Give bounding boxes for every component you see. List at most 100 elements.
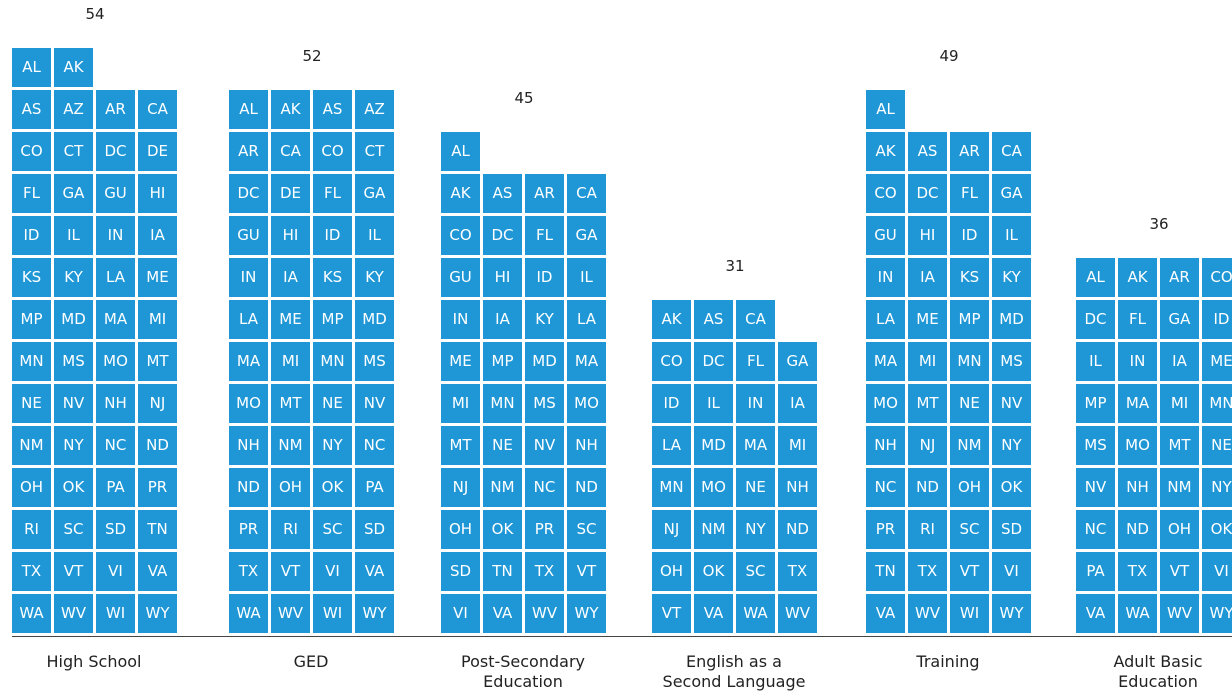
state-cell: NH bbox=[778, 468, 817, 507]
state-cell: AL bbox=[229, 90, 268, 129]
state-cell: TN bbox=[483, 552, 522, 591]
state-cell: MN bbox=[313, 342, 352, 381]
state-cell: OK bbox=[483, 510, 522, 549]
state-cell: MA bbox=[96, 300, 135, 339]
state-cell: WV bbox=[1160, 594, 1199, 633]
state-cell: KY bbox=[525, 300, 564, 339]
state-cell: MD bbox=[355, 300, 394, 339]
state-cell: AK bbox=[652, 300, 691, 339]
state-cell: NE bbox=[736, 468, 775, 507]
state-cell: PA bbox=[355, 468, 394, 507]
state-cell: MS bbox=[1076, 426, 1115, 465]
state-cell: NY bbox=[313, 426, 352, 465]
state-cell: WA bbox=[1118, 594, 1157, 633]
state-cell: MO bbox=[567, 384, 606, 423]
state-cell: CO bbox=[12, 132, 51, 171]
state-cell: HI bbox=[271, 216, 310, 255]
state-cell: PA bbox=[96, 468, 135, 507]
state-cell: RI bbox=[908, 510, 947, 549]
state-cell: ND bbox=[778, 510, 817, 549]
state-cell: VA bbox=[138, 552, 177, 591]
state-cell: AS bbox=[483, 174, 522, 213]
state-cell: IN bbox=[441, 300, 480, 339]
state-cell: MA bbox=[567, 342, 606, 381]
state-cell: KY bbox=[992, 258, 1031, 297]
state-cell: NJ bbox=[138, 384, 177, 423]
state-cell: DC bbox=[908, 174, 947, 213]
state-cell: HI bbox=[908, 216, 947, 255]
state-cell: PR bbox=[138, 468, 177, 507]
state-cell: NE bbox=[12, 384, 51, 423]
state-cell: IL bbox=[694, 384, 733, 423]
state-cell: MA bbox=[736, 426, 775, 465]
state-cell: AS bbox=[694, 300, 733, 339]
state-cell: LA bbox=[229, 300, 268, 339]
state-cell: SC bbox=[567, 510, 606, 549]
state-cell: MD bbox=[525, 342, 564, 381]
state-cell: LA bbox=[96, 258, 135, 297]
category-label: GED bbox=[211, 652, 411, 672]
column-count-label: 49 bbox=[939, 47, 959, 65]
state-cell: WV bbox=[778, 594, 817, 633]
state-cell: MT bbox=[138, 342, 177, 381]
state-cell: MN bbox=[12, 342, 51, 381]
state-cell: NY bbox=[54, 426, 93, 465]
state-cell: MP bbox=[12, 300, 51, 339]
category-label: Post-Secondary Education bbox=[423, 652, 623, 692]
state-cell: VT bbox=[567, 552, 606, 591]
state-cell: MT bbox=[271, 384, 310, 423]
state-cell: MI bbox=[271, 342, 310, 381]
state-cell: SD bbox=[441, 552, 480, 591]
column-count-label: 31 bbox=[725, 257, 745, 275]
state-cell: FL bbox=[12, 174, 51, 213]
state-cell: IA bbox=[908, 258, 947, 297]
state-cell: TX bbox=[12, 552, 51, 591]
state-cell: KY bbox=[355, 258, 394, 297]
state-cell: IN bbox=[1118, 342, 1157, 381]
category-label-line: GED bbox=[293, 652, 329, 671]
state-cell: MO bbox=[229, 384, 268, 423]
state-cell: NH bbox=[1118, 468, 1157, 507]
state-cell: MA bbox=[1118, 384, 1157, 423]
state-cell: NY bbox=[1202, 468, 1232, 507]
state-cell: NY bbox=[736, 510, 775, 549]
category-label-line: English as a bbox=[686, 652, 782, 671]
state-cell: OH bbox=[441, 510, 480, 549]
state-cell: WY bbox=[355, 594, 394, 633]
state-cell: AS bbox=[908, 132, 947, 171]
state-cell: MP bbox=[313, 300, 352, 339]
state-cell: ND bbox=[138, 426, 177, 465]
state-cell: NH bbox=[567, 426, 606, 465]
state-cell: NV bbox=[992, 384, 1031, 423]
state-cell: KS bbox=[313, 258, 352, 297]
state-cell: PR bbox=[525, 510, 564, 549]
state-cell: ND bbox=[567, 468, 606, 507]
state-cell: ND bbox=[1118, 510, 1157, 549]
state-cell: IA bbox=[271, 258, 310, 297]
state-cell: MD bbox=[54, 300, 93, 339]
state-cell: AR bbox=[525, 174, 564, 213]
state-cell: VI bbox=[96, 552, 135, 591]
state-cell: DC bbox=[483, 216, 522, 255]
state-cell: NE bbox=[1202, 426, 1232, 465]
state-cell: MI bbox=[908, 342, 947, 381]
state-cell: ME bbox=[138, 258, 177, 297]
state-cell: AK bbox=[54, 48, 93, 87]
state-cell: NC bbox=[866, 468, 905, 507]
state-cell: RI bbox=[12, 510, 51, 549]
state-cell: CA bbox=[271, 132, 310, 171]
state-cell: IL bbox=[992, 216, 1031, 255]
state-cell: AZ bbox=[355, 90, 394, 129]
state-cell: MA bbox=[866, 342, 905, 381]
state-cell: AR bbox=[96, 90, 135, 129]
state-cell: ME bbox=[908, 300, 947, 339]
state-cell: MN bbox=[483, 384, 522, 423]
state-cell: DE bbox=[271, 174, 310, 213]
baseline bbox=[12, 636, 1232, 637]
state-cell: KS bbox=[12, 258, 51, 297]
state-cell: HI bbox=[483, 258, 522, 297]
state-cell: AL bbox=[1076, 258, 1115, 297]
state-cell: VT bbox=[652, 594, 691, 633]
state-cell: NY bbox=[992, 426, 1031, 465]
